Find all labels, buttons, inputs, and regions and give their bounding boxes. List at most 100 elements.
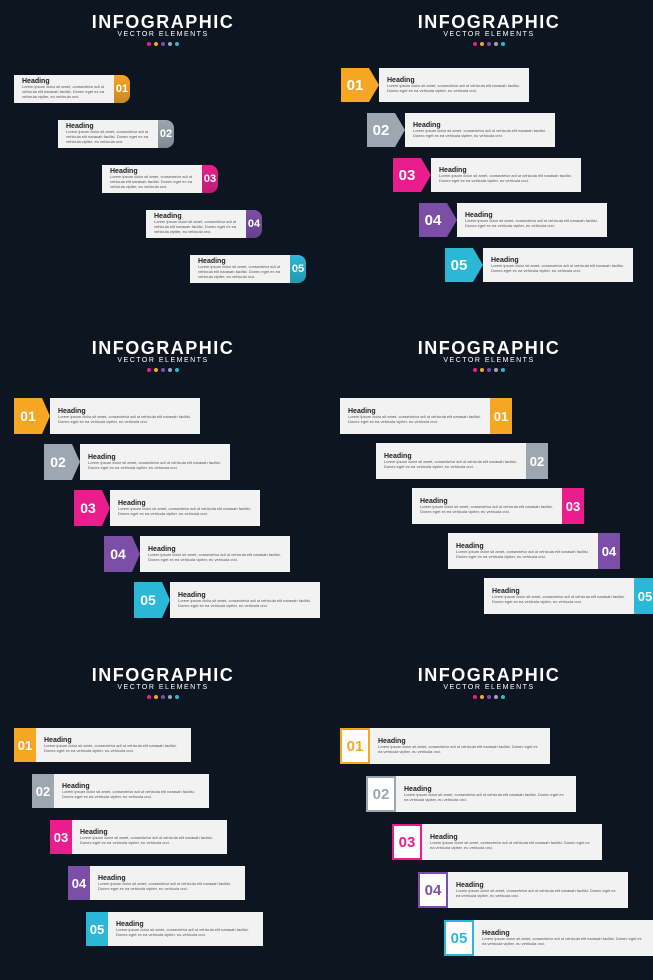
title-sub: VECTOR ELEMENTS bbox=[326, 31, 652, 38]
dot bbox=[161, 368, 165, 372]
dot bbox=[494, 695, 498, 699]
content-box: Heading Lorem ipsum dolor sit amet, cons… bbox=[484, 578, 634, 614]
content-box: Heading Lorem ipsum dolor sit amet, cons… bbox=[14, 75, 114, 103]
num-tag-02: 02 bbox=[367, 113, 395, 147]
step-04: Heading Lorem ipsum dolor sit amet, cons… bbox=[448, 533, 620, 569]
dots bbox=[326, 42, 652, 46]
panel-1: INFOGRAPHIC VECTOR ELEMENTS Heading Lore… bbox=[0, 0, 326, 326]
title-sub: VECTOR ELEMENTS bbox=[0, 684, 326, 691]
title-main: INFOGRAPHIC bbox=[326, 665, 652, 686]
title-main: INFOGRAPHIC bbox=[326, 12, 652, 33]
num-tag-01: 01 bbox=[114, 75, 130, 103]
step-body: Lorem ipsum dolor sit amet, consectetur … bbox=[198, 265, 282, 279]
num-tag-02: 02 bbox=[526, 443, 548, 479]
dot bbox=[147, 695, 151, 699]
arrow-03 bbox=[421, 158, 431, 192]
dot bbox=[494, 42, 498, 46]
num-tag-04: 04 bbox=[246, 210, 262, 238]
step-01: Heading Lorem ipsum dolor sit amet, cons… bbox=[340, 398, 512, 434]
num-tag-04: 04 bbox=[104, 536, 132, 572]
content-box: Heading Lorem ipsum dolor sit amet, cons… bbox=[58, 120, 158, 148]
dots bbox=[326, 368, 652, 372]
content-box: Heading Lorem ipsum dolor sit amet, cons… bbox=[379, 68, 529, 102]
step-body: Lorem ipsum dolor sit amet, consectetur … bbox=[58, 415, 192, 425]
content-box: Heading Lorem ipsum dolor sit amet, cons… bbox=[340, 398, 490, 434]
step-05: 05 Heading Lorem ipsum dolor sit amet, c… bbox=[444, 920, 653, 956]
step-body: Lorem ipsum dolor sit amet, consectetur … bbox=[439, 174, 573, 184]
dot bbox=[487, 368, 491, 372]
content-box: Heading Lorem ipsum dolor sit amet, cons… bbox=[90, 866, 245, 900]
step-body: Lorem ipsum dolor sit amet, consectetur … bbox=[465, 219, 599, 229]
step-04: 04 Heading Lorem ipsum dolor sit amet, c… bbox=[419, 203, 607, 237]
title-block: INFOGRAPHIC VECTOR ELEMENTS bbox=[0, 338, 326, 372]
dot bbox=[473, 42, 477, 46]
step-body: Lorem ipsum dolor sit amet, consectetur … bbox=[80, 836, 219, 846]
dot bbox=[487, 42, 491, 46]
step-body: Lorem ipsum dolor sit amet, consectetur … bbox=[456, 889, 620, 899]
dot bbox=[147, 42, 151, 46]
dot bbox=[175, 368, 179, 372]
content-box: Heading Lorem ipsum dolor sit amet, cons… bbox=[146, 210, 246, 238]
arrow-04 bbox=[132, 536, 140, 572]
step-02: Heading Lorem ipsum dolor sit amet, cons… bbox=[376, 443, 548, 479]
step-03: 03 Heading Lorem ipsum dolor sit amet, c… bbox=[50, 820, 227, 854]
step-02: Heading Lorem ipsum dolor sit amet, cons… bbox=[58, 120, 174, 148]
dot bbox=[168, 695, 172, 699]
num-tag-01: 01 bbox=[341, 68, 369, 102]
step-body: Lorem ipsum dolor sit amet, consectetur … bbox=[384, 460, 518, 470]
num-tag-01: 01 bbox=[490, 398, 512, 434]
dot bbox=[154, 368, 158, 372]
content-box: Heading Lorem ipsum dolor sit amet, cons… bbox=[50, 398, 200, 434]
num-tag-04: 04 bbox=[418, 872, 448, 908]
title-main: INFOGRAPHIC bbox=[0, 12, 326, 33]
dots bbox=[0, 368, 326, 372]
content-box: Heading Lorem ipsum dolor sit amet, cons… bbox=[54, 774, 209, 808]
content-box: Heading Lorem ipsum dolor sit amet, cons… bbox=[448, 872, 628, 908]
step-body: Lorem ipsum dolor sit amet, consectetur … bbox=[491, 264, 625, 274]
step-body: Lorem ipsum dolor sit amet, consectetur … bbox=[413, 129, 547, 139]
step-body: Lorem ipsum dolor sit amet, consectetur … bbox=[430, 841, 594, 851]
dot bbox=[154, 695, 158, 699]
num-tag-05: 05 bbox=[444, 920, 474, 956]
dot bbox=[175, 42, 179, 46]
num-tag-03: 03 bbox=[562, 488, 584, 524]
title-sub: VECTOR ELEMENTS bbox=[326, 684, 652, 691]
step-05: 05 Heading Lorem ipsum dolor sit amet, c… bbox=[445, 248, 633, 282]
content-box: Heading Lorem ipsum dolor sit amet, cons… bbox=[422, 824, 602, 860]
panel-2: INFOGRAPHIC VECTOR ELEMENTS 01 Heading L… bbox=[326, 0, 652, 326]
title-block: INFOGRAPHIC VECTOR ELEMENTS bbox=[0, 665, 326, 699]
title-sub: VECTOR ELEMENTS bbox=[0, 31, 326, 38]
num-tag-05: 05 bbox=[290, 255, 306, 283]
step-body: Lorem ipsum dolor sit amet, consectetur … bbox=[154, 220, 238, 234]
content-box: Heading Lorem ipsum dolor sit amet, cons… bbox=[483, 248, 633, 282]
step-03: 03 Heading Lorem ipsum dolor sit amet, c… bbox=[393, 158, 581, 192]
step-body: Lorem ipsum dolor sit amet, consectetur … bbox=[88, 461, 222, 471]
step-02: 02 Heading Lorem ipsum dolor sit amet, c… bbox=[32, 774, 209, 808]
num-tag-04: 04 bbox=[68, 866, 90, 900]
step-body: Lorem ipsum dolor sit amet, consectetur … bbox=[456, 550, 590, 560]
step-body: Lorem ipsum dolor sit amet, consectetur … bbox=[116, 928, 255, 938]
dot bbox=[161, 695, 165, 699]
content-box: Heading Lorem ipsum dolor sit amet, cons… bbox=[80, 444, 230, 480]
dot bbox=[501, 368, 505, 372]
step-body: Lorem ipsum dolor sit amet, consectetur … bbox=[22, 85, 106, 99]
step-body: Lorem ipsum dolor sit amet, consectetur … bbox=[492, 595, 626, 605]
num-tag-04: 04 bbox=[419, 203, 447, 237]
content-box: Heading Lorem ipsum dolor sit amet, cons… bbox=[102, 165, 202, 193]
step-body: Lorem ipsum dolor sit amet, consectetur … bbox=[118, 507, 252, 517]
step-01: Heading Lorem ipsum dolor sit amet, cons… bbox=[14, 75, 130, 103]
content-box: Heading Lorem ipsum dolor sit amet, cons… bbox=[396, 776, 576, 812]
title-main: INFOGRAPHIC bbox=[0, 338, 326, 359]
step-body: Lorem ipsum dolor sit amet, consectetur … bbox=[482, 937, 646, 947]
num-tag-05: 05 bbox=[134, 582, 162, 618]
dot bbox=[480, 42, 484, 46]
step-body: Lorem ipsum dolor sit amet, consectetur … bbox=[378, 745, 542, 755]
num-tag-05: 05 bbox=[634, 578, 653, 614]
title-main: INFOGRAPHIC bbox=[0, 665, 326, 686]
content-box: Heading Lorem ipsum dolor sit amet, cons… bbox=[36, 728, 191, 762]
content-box: Heading Lorem ipsum dolor sit amet, cons… bbox=[170, 582, 320, 618]
content-box: Heading Lorem ipsum dolor sit amet, cons… bbox=[110, 490, 260, 526]
num-tag-03: 03 bbox=[74, 490, 102, 526]
arrow-05 bbox=[162, 582, 170, 618]
step-05: 05 Heading Lorem ipsum dolor sit amet, c… bbox=[86, 912, 263, 946]
